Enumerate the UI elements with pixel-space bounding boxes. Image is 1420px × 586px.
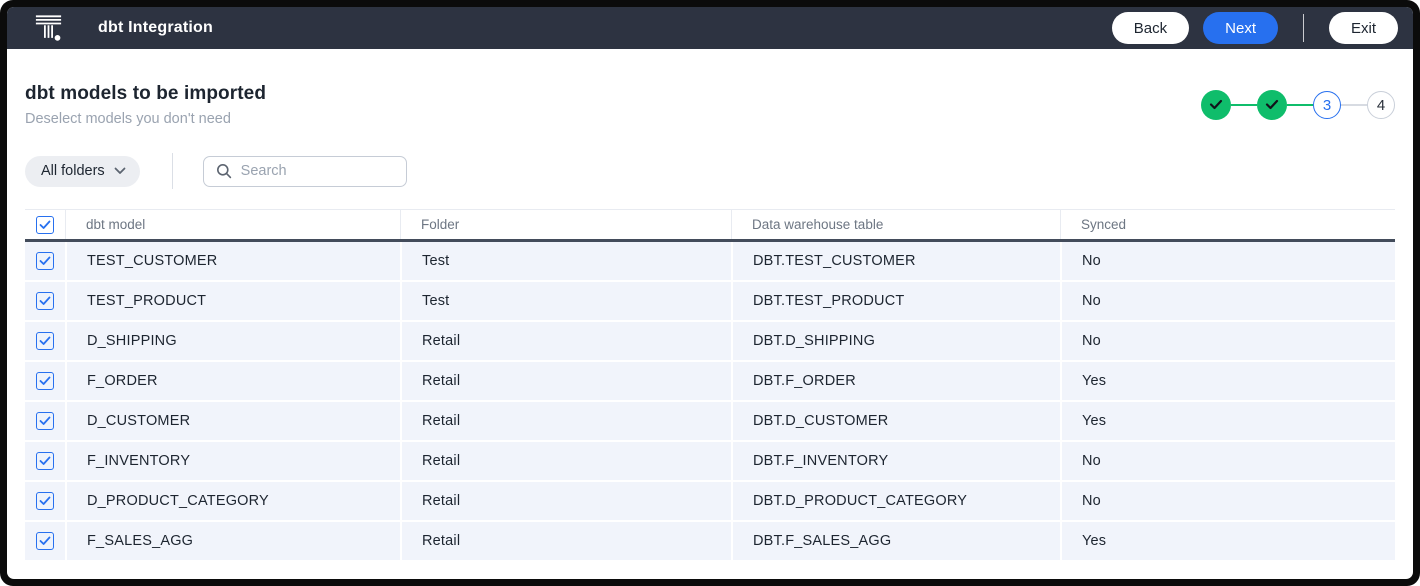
- row-checkbox[interactable]: [36, 332, 54, 350]
- row-checkbox[interactable]: [36, 412, 54, 430]
- check-icon: [1209, 97, 1223, 114]
- exit-button[interactable]: Exit: [1328, 12, 1398, 44]
- select-all-checkbox[interactable]: [36, 215, 54, 234]
- chevron-down-icon: [114, 167, 126, 175]
- table-row[interactable]: F_ORDER Retail DBT.F_ORDER Yes: [25, 362, 1395, 402]
- cell-folder: Test: [400, 282, 731, 320]
- cell-synced: Yes: [1060, 362, 1395, 400]
- header-divider: [1302, 14, 1304, 42]
- cell-dbt-model: TEST_PRODUCT: [65, 282, 400, 320]
- stepper: 3 4: [1201, 90, 1395, 120]
- page-content: dbt models to be imported Deselect model…: [7, 49, 1413, 579]
- row-checkbox[interactable]: [36, 252, 54, 270]
- table-header-row: dbt model Folder Data warehouse table Sy…: [25, 209, 1395, 242]
- cell-warehouse-table: DBT.TEST_PRODUCT: [731, 282, 1060, 320]
- wizard-window: dbt Integration Back Next Exit dbt model…: [7, 7, 1413, 579]
- cell-dbt-model: D_CUSTOMER: [65, 402, 400, 440]
- cell-warehouse-table: DBT.TEST_CUSTOMER: [731, 242, 1060, 280]
- step-connector: [1341, 104, 1367, 106]
- top-bar: dbt Integration Back Next Exit: [7, 7, 1413, 49]
- page-heading-block: dbt models to be imported Deselect model…: [25, 83, 266, 127]
- row-checkbox[interactable]: [36, 292, 54, 310]
- cell-warehouse-table: DBT.F_SALES_AGG: [731, 522, 1060, 560]
- cell-synced: Yes: [1060, 522, 1395, 560]
- filter-divider: [171, 153, 173, 189]
- thoughtspot-logo-icon: [35, 13, 62, 43]
- step-2: [1257, 90, 1287, 120]
- cell-folder: Retail: [400, 442, 731, 480]
- folder-filter-label: All folders: [41, 163, 105, 179]
- column-header-warehouse-table: Data warehouse table: [731, 210, 1060, 239]
- table-row[interactable]: F_SALES_AGG Retail DBT.F_SALES_AGG Yes: [25, 522, 1395, 562]
- table-row[interactable]: TEST_PRODUCT Test DBT.TEST_PRODUCT No: [25, 282, 1395, 322]
- cell-warehouse-table: DBT.F_ORDER: [731, 362, 1060, 400]
- cell-folder: Retail: [400, 402, 731, 440]
- cell-synced: No: [1060, 442, 1395, 480]
- page-title: dbt models to be imported: [25, 83, 267, 104]
- models-table: dbt model Folder Data warehouse table Sy…: [25, 209, 1395, 562]
- cell-folder: Retail: [400, 522, 731, 560]
- cell-folder: Retail: [400, 322, 731, 360]
- row-checkbox[interactable]: [36, 372, 54, 390]
- step-1: [1201, 90, 1231, 120]
- cell-warehouse-table: DBT.F_INVENTORY: [731, 442, 1060, 480]
- search-input[interactable]: [240, 163, 396, 179]
- search-box: [202, 155, 407, 187]
- row-checkbox[interactable]: [36, 532, 54, 550]
- cell-warehouse-table: DBT.D_SHIPPING: [731, 322, 1060, 360]
- step-3: 3: [1313, 91, 1341, 119]
- step-connector: [1231, 104, 1257, 106]
- cell-warehouse-table: DBT.D_PRODUCT_CATEGORY: [731, 482, 1060, 520]
- table-row[interactable]: D_CUSTOMER Retail DBT.D_CUSTOMER Yes: [25, 402, 1395, 442]
- step-4: 4: [1367, 91, 1395, 119]
- table-row[interactable]: TEST_CUSTOMER Test DBT.TEST_CUSTOMER No: [25, 242, 1395, 282]
- cell-synced: No: [1060, 322, 1395, 360]
- step-connector: [1287, 104, 1313, 106]
- cell-synced: No: [1060, 482, 1395, 520]
- filter-row: All folders: [25, 153, 1395, 189]
- table-row[interactable]: D_SHIPPING Retail DBT.D_SHIPPING No: [25, 322, 1395, 362]
- back-button[interactable]: Back: [1111, 12, 1190, 44]
- app-title: dbt Integration: [98, 19, 213, 36]
- cell-warehouse-table: DBT.D_CUSTOMER: [731, 402, 1060, 440]
- column-header-dbt-model: dbt model: [65, 210, 400, 239]
- next-button[interactable]: Next: [1203, 12, 1278, 44]
- search-icon: [216, 163, 232, 179]
- table-row[interactable]: F_INVENTORY Retail DBT.F_INVENTORY No: [25, 442, 1395, 482]
- cell-dbt-model: TEST_CUSTOMER: [65, 242, 400, 280]
- cell-folder: Retail: [400, 362, 731, 400]
- row-checkbox[interactable]: [36, 492, 54, 510]
- cell-dbt-model: F_ORDER: [65, 362, 400, 400]
- row-checkbox[interactable]: [36, 452, 54, 470]
- table-row[interactable]: D_PRODUCT_CATEGORY Retail DBT.D_PRODUCT_…: [25, 482, 1395, 522]
- cell-synced: Yes: [1060, 402, 1395, 440]
- cell-dbt-model: F_INVENTORY: [65, 442, 400, 480]
- table-body: TEST_CUSTOMER Test DBT.TEST_CUSTOMER No …: [25, 242, 1395, 562]
- cell-folder: Test: [400, 242, 731, 280]
- cell-dbt-model: D_PRODUCT_CATEGORY: [65, 482, 400, 520]
- column-header-synced: Synced: [1060, 210, 1395, 239]
- folder-filter-dropdown[interactable]: All folders: [25, 155, 140, 187]
- page-subtitle: Deselect models you don't need: [25, 111, 231, 127]
- column-header-folder: Folder: [400, 210, 731, 239]
- cell-folder: Retail: [400, 482, 731, 520]
- cell-synced: No: [1060, 242, 1395, 280]
- cell-dbt-model: F_SALES_AGG: [65, 522, 400, 560]
- cell-synced: No: [1060, 282, 1395, 320]
- cell-dbt-model: D_SHIPPING: [65, 322, 400, 360]
- check-icon: [1265, 97, 1279, 114]
